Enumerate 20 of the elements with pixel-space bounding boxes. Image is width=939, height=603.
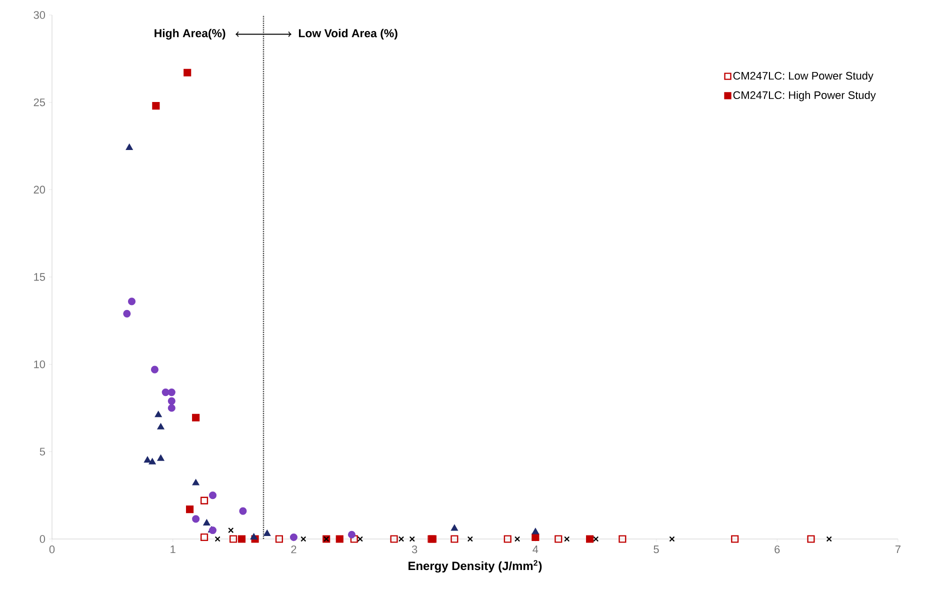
x-tick-label: 1 [170,546,176,554]
annotation: Low Void Area (%) [298,28,398,40]
y-tick-label: 10 [34,360,46,368]
y-tick-label: 20 [34,186,46,194]
y-tick-label: 25 [34,98,46,106]
legend-label: CM247LC: High Power Study [733,90,876,102]
x-tick-label: 7 [896,546,900,554]
y-tick-label: 0 [40,535,46,543]
x-tick-label: 4 [532,546,538,554]
y-tick-label: 5 [40,448,46,456]
x-axis-title: Energy Density (J/mm$^{2}$) [408,560,542,573]
x-tick-label: 2 [291,546,296,554]
y-tick-label: 30 [34,11,46,19]
annotation: High Area(%) [154,28,226,40]
x-tick-label: 5 [654,546,659,554]
y-tick-label: 15 [34,273,46,281]
x-tick-label: 6 [774,546,780,554]
legend-label: CM247LC: Low Power Study [733,72,874,82]
x-tick-label: 0 [49,546,55,554]
x-tick-label: 3 [412,546,418,554]
